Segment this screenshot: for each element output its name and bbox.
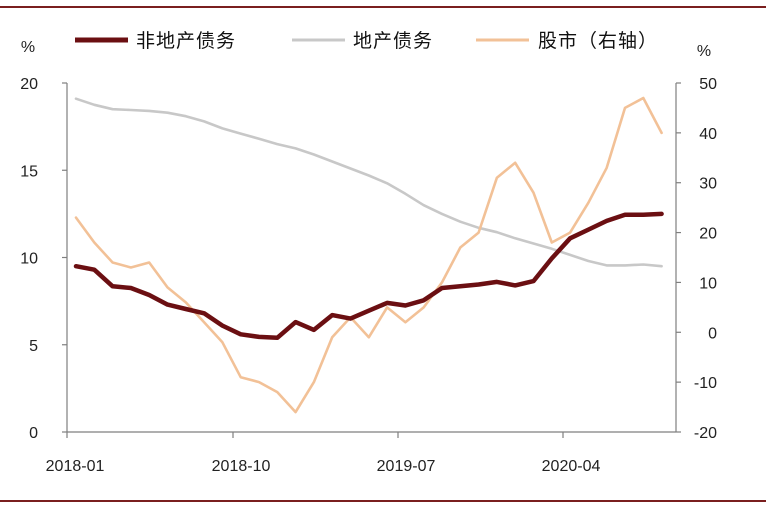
left-axis-ticks: 0 5 10 15 20 [20, 76, 67, 442]
line-property-debt [74, 97, 663, 268]
series-layer [73, 96, 664, 414]
right-tick-label: -20 [694, 425, 717, 442]
left-tick-label: 20 [20, 76, 38, 93]
x-tick-label: 2018-01 [46, 458, 105, 475]
left-tick-label: 10 [20, 251, 38, 268]
right-tick-label: 40 [699, 126, 717, 143]
legend-label-stock-market: 股市（右轴） [538, 30, 658, 52]
right-tick-label: 10 [699, 275, 717, 292]
right-tick-label: 20 [699, 226, 717, 243]
x-tick-label: 2020-04 [542, 458, 601, 475]
x-tick-label: 2019-07 [377, 458, 436, 475]
line-non-property-debt [73, 211, 664, 341]
right-axis-unit: % [697, 43, 711, 60]
right-axis-ticks: -20 -10 0 10 20 30 40 50 [676, 76, 717, 442]
legend-label-property-debt: 地产债务 [353, 30, 433, 52]
right-tick-label: 0 [708, 325, 717, 342]
right-tick-label: -10 [694, 375, 717, 392]
x-tick-label: 2018-10 [212, 458, 271, 475]
left-tick-label: 15 [20, 163, 38, 180]
legend-label-non-property-debt: 非地产债务 [136, 30, 236, 52]
left-tick-label: 5 [29, 338, 38, 355]
right-tick-label: 50 [699, 76, 717, 93]
line-stock-market [74, 96, 663, 414]
legend: 非地产债务 地产债务 股市（右轴） [75, 30, 658, 52]
right-tick-label: 30 [699, 176, 717, 193]
left-tick-label: 0 [29, 425, 38, 442]
x-axis-ticks: 2018-01 2018-10 2019-07 2020-04 [46, 432, 601, 475]
left-axis-unit: % [21, 39, 35, 56]
